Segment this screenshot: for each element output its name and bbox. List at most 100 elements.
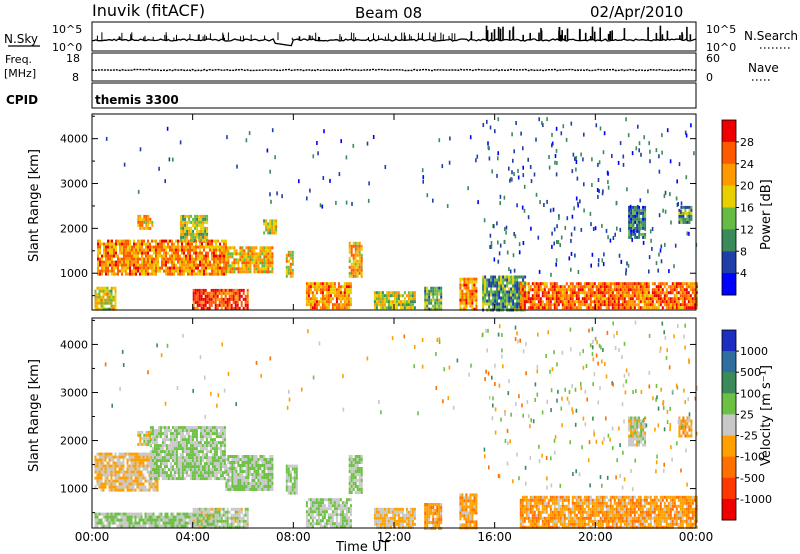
velocity-cell	[108, 488, 111, 492]
power-cell	[628, 217, 631, 221]
velocity-cell	[108, 464, 111, 468]
velocity-cell	[96, 476, 99, 480]
power-cell	[313, 285, 316, 289]
power-cell	[519, 306, 522, 310]
velocity-cell	[199, 462, 202, 466]
power-scatter-echo	[648, 141, 650, 146]
power-cell	[630, 208, 633, 212]
power-cell	[510, 302, 513, 306]
power-cell	[114, 292, 117, 296]
power-cell	[393, 294, 396, 298]
velocity-cell	[126, 482, 129, 486]
power-cell	[682, 217, 685, 221]
velocity-cell	[207, 450, 210, 454]
power-cell	[504, 299, 507, 303]
power-cell	[381, 303, 384, 307]
velocity-cell	[215, 432, 218, 436]
velocity-cell	[199, 465, 202, 469]
velocity-cell	[118, 461, 121, 465]
power-cell	[541, 294, 544, 298]
power-cell	[103, 242, 105, 246]
power-cell	[125, 239, 127, 243]
power-cell	[200, 232, 203, 236]
velocity-cell	[138, 518, 141, 522]
velocity-cell	[185, 429, 188, 433]
power-cell	[247, 264, 250, 268]
power-cell	[249, 255, 252, 259]
velocity-cell	[209, 456, 212, 460]
power-cell	[111, 269, 113, 273]
velocity-cell	[267, 473, 270, 476]
power-cell	[516, 290, 519, 294]
power-cell	[473, 292, 476, 296]
power-cell	[486, 293, 489, 297]
power-cell	[309, 297, 312, 301]
power-cell	[516, 287, 519, 291]
velocity-cell	[138, 521, 141, 525]
power-cell	[153, 251, 155, 255]
velocity-cell	[187, 453, 190, 457]
velocity-cell	[243, 461, 246, 464]
power-cell	[638, 208, 641, 212]
power-cell	[591, 288, 594, 292]
power-cell	[467, 280, 470, 284]
velocity-cell	[193, 456, 196, 460]
power-cell	[213, 251, 215, 255]
power-cell	[155, 239, 157, 243]
power-cell	[649, 300, 652, 304]
power-scatter-echo	[583, 132, 585, 137]
power-scatter-echo	[605, 228, 608, 233]
power-cell	[96, 298, 99, 302]
velocity-cell	[112, 488, 115, 492]
velocity-cell	[177, 441, 180, 445]
power-cell	[541, 291, 544, 295]
power-scatter-echo	[269, 169, 271, 174]
power-cell	[623, 288, 626, 292]
velocity-cell	[164, 524, 167, 528]
power-cell	[434, 304, 437, 308]
velocity-cell	[126, 476, 129, 480]
velocity-cell	[189, 453, 192, 457]
velocity-cell	[195, 438, 198, 442]
power-cell	[630, 235, 633, 239]
velocity-cell	[269, 467, 272, 470]
power-cell	[502, 287, 505, 291]
power-cell	[603, 291, 606, 295]
power-cell	[659, 297, 662, 301]
power-cell	[119, 242, 121, 246]
power-cell	[129, 242, 131, 246]
power-cell	[621, 300, 624, 304]
velocity-cell	[149, 453, 152, 457]
power-cell	[165, 269, 167, 273]
power-cell	[579, 285, 582, 289]
velocity-cell	[120, 482, 123, 486]
velocity-cell	[173, 468, 176, 472]
power-cell	[246, 291, 249, 295]
velocity-cell	[146, 464, 149, 468]
velocity-cell	[261, 485, 264, 488]
velocity-cell	[116, 473, 119, 477]
power-cell	[165, 251, 167, 255]
power-cell	[440, 307, 443, 311]
power-cell	[533, 297, 536, 301]
power-scatter-echo	[497, 117, 500, 122]
velocity-cell	[163, 468, 166, 472]
velocity-cell	[245, 470, 248, 473]
power-cell	[125, 269, 127, 273]
velocity-cell	[176, 512, 179, 516]
cpid-panel-frame	[91, 82, 697, 109]
power-cell	[514, 287, 517, 291]
power-cell	[354, 259, 357, 263]
power-cell	[585, 300, 588, 304]
power-colorbar-segment	[722, 163, 736, 187]
power-cell	[236, 294, 239, 298]
power-cell	[543, 285, 546, 289]
velocity-cell	[243, 479, 246, 482]
power-cell	[147, 223, 150, 227]
power-cell	[629, 300, 632, 304]
velocity-cell	[203, 468, 206, 472]
velocity-cell	[104, 464, 107, 468]
velocity-cell	[205, 477, 208, 481]
power-cell	[339, 288, 342, 292]
power-cell	[161, 248, 163, 252]
